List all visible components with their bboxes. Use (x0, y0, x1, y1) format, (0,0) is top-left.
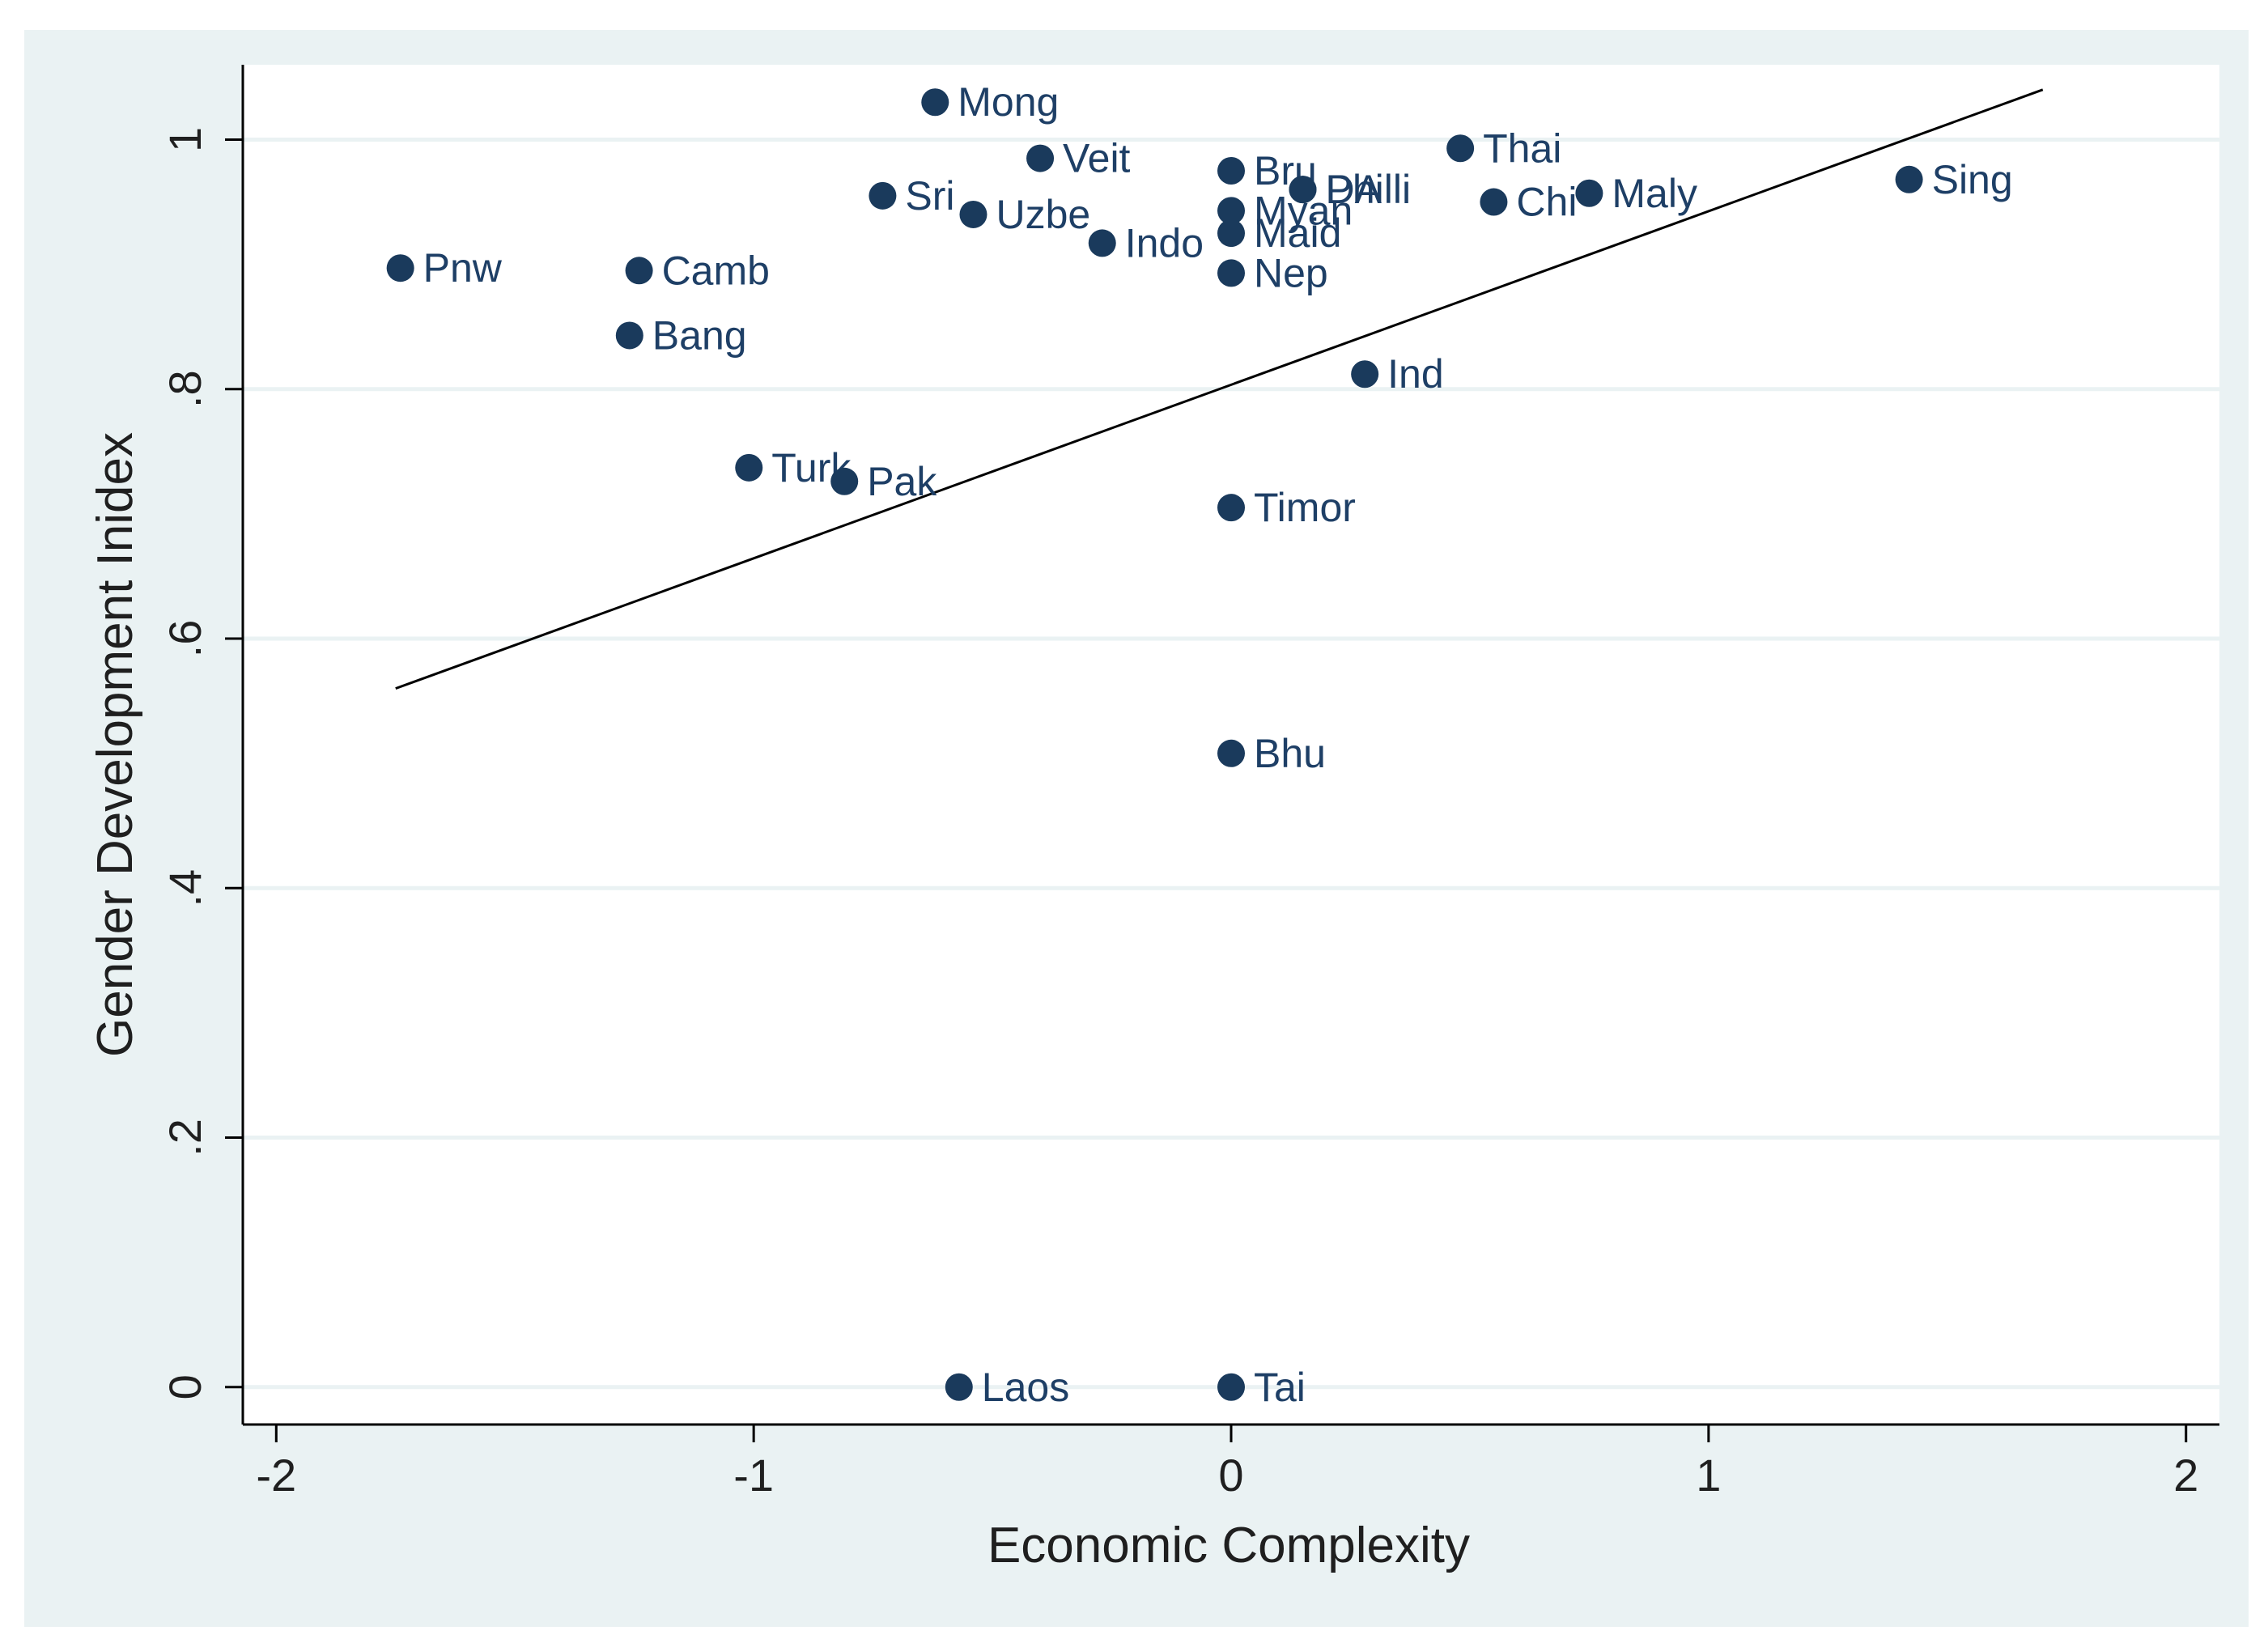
data-point-label: Maid (1254, 210, 1341, 256)
data-point-label: Mong (958, 79, 1059, 125)
data-point-label: Tai (1254, 1365, 1306, 1410)
data-point (1026, 144, 1055, 172)
fit-line (395, 88, 2044, 690)
data-point-label: Myan (1254, 188, 1353, 233)
data-point (1088, 229, 1116, 257)
data-point (735, 453, 763, 482)
data-point (1217, 739, 1245, 767)
x-tick-label: 0 (1218, 1450, 1243, 1501)
data-point-label: Camb (662, 248, 770, 293)
data-point (1217, 157, 1245, 185)
data-point (625, 257, 653, 285)
data-point (1217, 1373, 1245, 1401)
data-point-label: Laos (982, 1365, 1069, 1410)
data-point-label: Timor (1254, 485, 1356, 530)
data-point (921, 88, 949, 117)
data-point-label: Indo (1125, 220, 1204, 265)
data-point-label: Sing (1932, 157, 2013, 202)
data-point-label: Chi (1516, 180, 1577, 225)
data-point-label: Uzbe (996, 192, 1090, 237)
fit-line-layer (395, 88, 2044, 690)
data-point (869, 181, 897, 210)
data-point (386, 254, 414, 282)
x-tick-label: 2 (2173, 1450, 2198, 1501)
data-point-label: Pnw (423, 245, 503, 291)
data-point (1289, 176, 1317, 204)
data-point-label: Pak (867, 459, 937, 504)
data-point (615, 321, 643, 350)
x-tick-label: -2 (256, 1450, 296, 1501)
x-tick-label: -1 (733, 1450, 774, 1501)
data-point-label: Veit (1063, 136, 1131, 181)
data-point (830, 467, 859, 495)
x-axis-title: Economic Complexity (987, 1518, 1470, 1573)
data-point-label: Thai (1483, 125, 1561, 171)
data-point (1351, 360, 1379, 389)
y-tick-label: .6 (159, 620, 210, 658)
data-point-label: Maly (1612, 171, 1697, 216)
data-point (1217, 197, 1245, 225)
data-point-label: Bang (652, 312, 747, 358)
data-point (1446, 134, 1475, 163)
data-point (1217, 494, 1245, 522)
y-tick-label: .4 (159, 869, 210, 907)
data-point (1217, 219, 1245, 248)
y-axis-title: Gender Development Inidex (87, 432, 143, 1057)
y-tick-label: 0 (159, 1374, 210, 1399)
data-point-label: Philli (1325, 167, 1411, 212)
data-point-label: Ind (1387, 351, 1444, 397)
data-point (1480, 188, 1508, 216)
data-point-label: DA (1325, 167, 1382, 212)
data-point (945, 1373, 973, 1401)
data-point (1217, 259, 1245, 287)
y-tick-label: .8 (159, 370, 210, 408)
x-tick-label: 1 (1696, 1450, 1721, 1501)
data-point-label: Bhu (1254, 731, 1326, 776)
data-point-label: Sri (905, 173, 954, 219)
data-point (959, 200, 987, 228)
axes: 0 .2 .4 .6 .8 1 -2 -1 0 1 2 (159, 65, 2219, 1501)
data-point (1895, 165, 1923, 193)
data-point (1575, 179, 1603, 207)
y-tick-label: 1 (159, 127, 210, 152)
y-tick-label: .2 (159, 1119, 210, 1157)
data-point-label: Nep (1254, 250, 1328, 295)
